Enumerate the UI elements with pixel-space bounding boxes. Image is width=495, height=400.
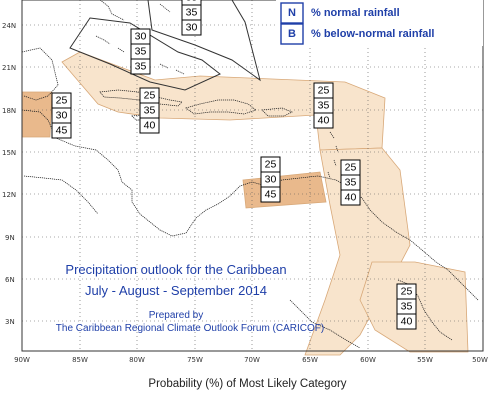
lon-label: 60W (360, 356, 376, 364)
box-value: 40 (144, 120, 156, 132)
region-bahamas-outline (69, 17, 221, 91)
box-value: 40 (401, 316, 413, 328)
box-value: 30 (56, 110, 68, 122)
forecast-box-abc-islands: 25 30 45 (260, 156, 281, 203)
forecast-box-cayman-jamaica: 25 35 40 (139, 87, 160, 134)
lon-label: 90W (14, 356, 30, 364)
box-value: 40 (345, 192, 357, 204)
lon-label: 70W (244, 356, 260, 364)
box-value: 25 (144, 90, 156, 102)
map-title: Precipitation outlook for the Caribbean … (56, 262, 324, 334)
box-value: 30 (265, 174, 277, 186)
region-belize (21, 91, 53, 138)
box-value: 35 (144, 105, 156, 117)
forecast-box-guianas: 25 35 40 (396, 283, 417, 330)
box-value: 30 (135, 31, 147, 43)
lon-label: 65W (302, 356, 318, 364)
legend-key-box (280, 23, 304, 45)
box-value: 35 (186, 0, 198, 4)
box-value: 25 (345, 162, 357, 174)
box-value: 25 (401, 286, 413, 298)
map-caption: Probability (%) of Most Likely Category (148, 378, 347, 390)
box-value: 35 (401, 301, 413, 313)
box-value: 30 (186, 22, 198, 34)
title-line-1: Precipitation outlook for the Caribbean (65, 262, 286, 277)
lon-label: 85W (72, 356, 88, 364)
lon-label: 80W (129, 356, 145, 364)
lat-label: 15N (2, 149, 16, 157)
lon-label: 50W (472, 356, 488, 364)
legend-text-normal: % normal rainfall (311, 7, 400, 19)
title-line-3: Prepared by (149, 310, 203, 321)
lon-label: 75W (187, 356, 203, 364)
lat-label: 3N (5, 318, 15, 326)
legend-text-below-normal: % below-normal rainfall (311, 28, 434, 40)
forecast-box-greater-antilles-east: 25 35 40 (313, 82, 334, 129)
box-value: 45 (265, 189, 277, 201)
legend-key-n: N (288, 7, 296, 19)
lat-label: 24N (2, 22, 16, 30)
lat-label: 18N (2, 107, 16, 115)
legend: N % normal rainfall B % below-normal rai… (276, 0, 483, 46)
box-value: 35 (135, 61, 147, 73)
box-value: 25 (265, 159, 277, 171)
lon-label: 55W (417, 356, 433, 364)
lat-label: 21N (2, 64, 16, 72)
legend-key-box (280, 2, 304, 24)
map-frame (21, 0, 484, 352)
box-value: 35 (186, 7, 198, 19)
box-value: 35 (345, 177, 357, 189)
lat-label: 6N (5, 276, 15, 284)
box-value: 35 (318, 100, 330, 112)
title-line-4: The Caribbean Regional Climate Outlook F… (56, 323, 324, 334)
legend-background (276, 0, 483, 46)
title-line-2: July - August - September 2014 (85, 283, 267, 298)
forecast-box-top-partial: 35 35 30 (181, 0, 202, 36)
box-value: 45 (56, 125, 68, 137)
forecast-box-bahamas: 30 35 35 (130, 28, 151, 75)
lat-label: 12N (2, 191, 16, 199)
box-value: 25 (56, 95, 68, 107)
forecast-box-belize: 25 30 45 (51, 92, 72, 139)
legend-key-b: B (288, 28, 296, 40)
region-top-outline (147, 0, 261, 82)
region-lesser-antilles (304, 147, 411, 356)
latitude-labels: 24N 21N 18N 15N 12N 9N 6N 3N (2, 22, 16, 326)
box-value: 40 (318, 115, 330, 127)
longitude-labels: 90W 85W 80W 75W 70W 65W 60W 55W 50W (14, 356, 488, 364)
box-value: 35 (135, 46, 147, 58)
forecast-box-lesser-antilles-south: 25 35 40 (340, 159, 361, 206)
box-value: 25 (318, 85, 330, 97)
lat-label: 9N (5, 234, 15, 242)
grid (22, 0, 483, 351)
